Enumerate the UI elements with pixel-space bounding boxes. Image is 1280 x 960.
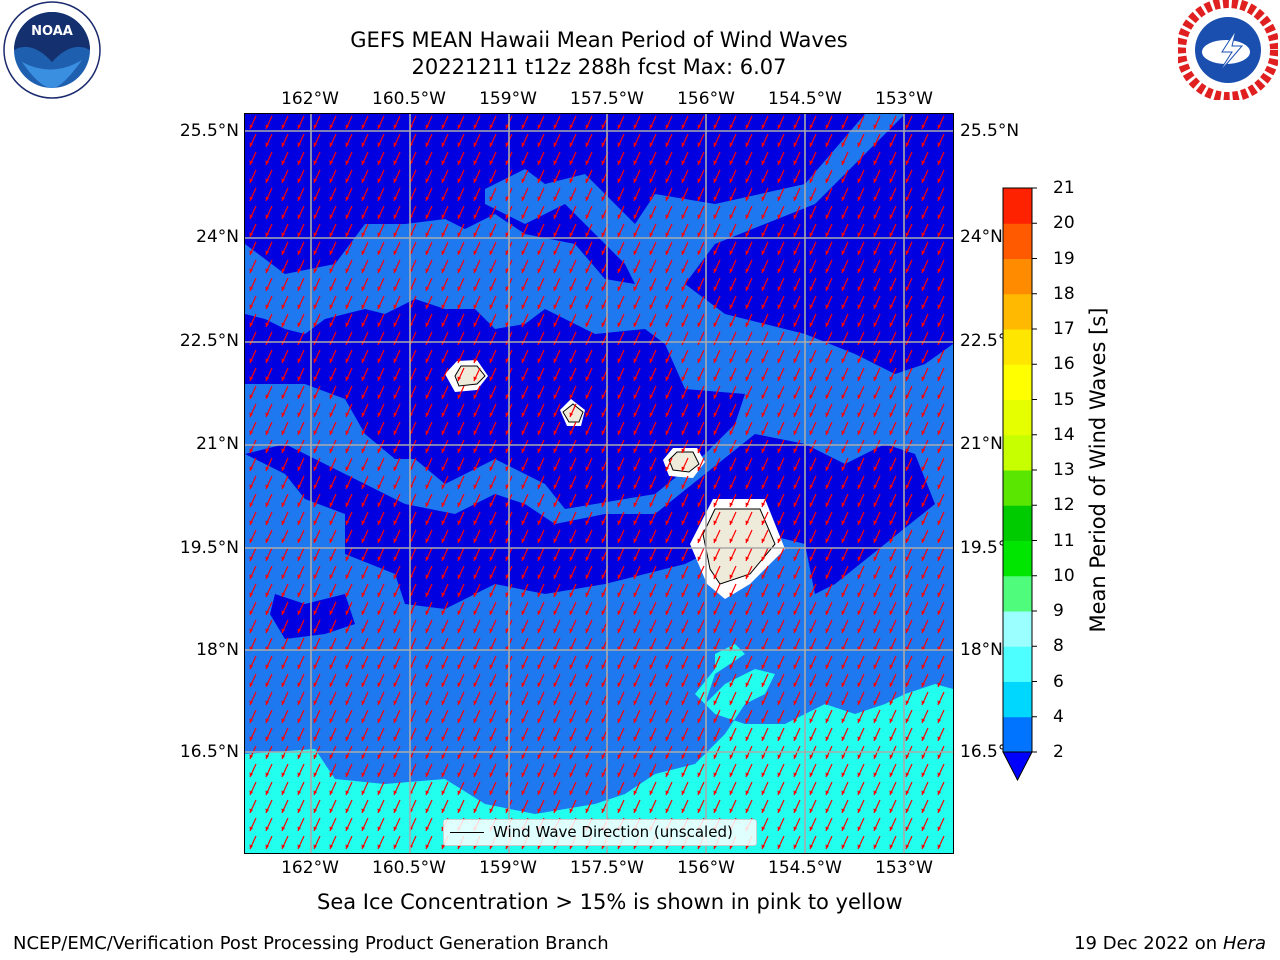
colorbar-tick-label: 18: [1053, 283, 1075, 304]
lon-label-bottom-1: 162°W: [281, 858, 339, 878]
noaa-logo: NOAA: [3, 1, 101, 99]
colorbar-title: Mean Period of Wind Waves [s]: [1086, 307, 1110, 633]
colorbar-tick-label: 13: [1053, 460, 1075, 480]
footer-date-text: 19 Dec 2022 on: [1074, 933, 1218, 954]
lon-label-bottom-3: 159°W: [479, 858, 537, 878]
lat-label-left-7: 16.5°N: [179, 742, 239, 762]
colorbar-segment: [1003, 258, 1032, 295]
colorbar-tick-label: 15: [1053, 389, 1075, 410]
colorbar-tick-label: 8: [1053, 636, 1064, 657]
lat-label-left-4: 21°N: [196, 434, 239, 454]
map-canvas: [245, 114, 953, 853]
lon-label-top-3: 159°W: [479, 89, 537, 109]
lat-label-right-2: 24°N: [960, 227, 1003, 247]
colorbar-segment: [1003, 188, 1032, 224]
colorbar-tick-label: 2: [1053, 742, 1064, 762]
colorbar-segment: [1003, 575, 1032, 612]
colorbar-segment: [1003, 329, 1032, 365]
colorbar-tick-label: 17: [1053, 319, 1075, 339]
colorbar-segment: [1003, 646, 1032, 682]
noaa-logo-text: NOAA: [31, 24, 73, 39]
chart-subtitle: 20221211 t12z 288h fcst Max: 6.07: [411, 55, 787, 79]
lat-label-right-6: 18°N: [960, 640, 1003, 660]
lat-label-left-3: 22.5°N: [179, 331, 239, 351]
colorbar-tick-label: 21: [1053, 178, 1075, 198]
colorbar-segment: [1003, 540, 1032, 577]
colorbar-tick-label: 19: [1053, 248, 1075, 269]
colorbar-tick-label: 12: [1053, 495, 1075, 516]
colorbar-tick-label: 6: [1053, 671, 1064, 692]
map-legend: Wind Wave Direction (unscaled): [443, 819, 757, 846]
lon-label-bottom-6: 154.5°W: [768, 858, 842, 878]
legend-line-sample: [450, 832, 484, 833]
colorbar-ticks: [1032, 187, 1037, 753]
colorbar-segment: [1003, 223, 1032, 259]
colorbar-segment: [1003, 399, 1032, 436]
colorbar-tick-label: 9: [1053, 601, 1064, 621]
lon-label-top-6: 154.5°W: [768, 89, 842, 109]
lon-label-top-4: 157.5°W: [570, 89, 644, 109]
colorbar-segment: [1003, 470, 1032, 506]
footer-date: 19 Dec 2022 on Hera: [1074, 933, 1266, 954]
lon-label-bottom-4: 157.5°W: [570, 858, 644, 878]
colorbar-tick-label: 4: [1053, 706, 1064, 727]
colorbar-segments: [1003, 188, 1032, 753]
lon-label-top-1: 162°W: [281, 89, 339, 109]
colorbar-segment: [1003, 434, 1032, 471]
colorbar-tick-label: 10: [1053, 565, 1075, 586]
lat-label-left-5: 19.5°N: [179, 538, 239, 558]
legend-label: Wind Wave Direction (unscaled): [493, 823, 733, 841]
lat-label-right-1: 25.5°N: [960, 121, 1020, 141]
lon-label-top-2: 160.5°W: [372, 89, 446, 109]
colorbar-tick-label: 11: [1053, 530, 1075, 551]
colorbar-segment: [1003, 716, 1032, 753]
lat-label-right-4: 21°N: [960, 434, 1003, 454]
colorbar-tick-label: 14: [1053, 424, 1075, 445]
colorbar: [1002, 187, 1037, 782]
colorbar-tick-label: 20: [1053, 213, 1075, 234]
lon-label-top-5: 156°W: [677, 89, 735, 109]
lon-label-top-7: 153°W: [875, 89, 933, 109]
map-area: [245, 114, 953, 853]
colorbar-segment: [1003, 611, 1032, 647]
colorbar-segment: [1003, 364, 1032, 400]
sea-ice-note: Sea Ice Concentration > 15% is shown in …: [317, 890, 903, 914]
nws-logo: [1178, 0, 1278, 100]
colorbar-under-triangle: [1002, 751, 1033, 782]
colorbar-segment: [1003, 681, 1032, 718]
footer-host: Hera: [1222, 933, 1266, 954]
colorbar-segment: [1003, 293, 1032, 330]
colorbar-tick-label: 16: [1053, 354, 1075, 375]
footer-branch: NCEP/EMC/Verification Post Processing Pr…: [13, 933, 609, 954]
lat-label-left-6: 18°N: [196, 640, 239, 660]
colorbar-segment: [1003, 505, 1032, 541]
map-grid: [245, 114, 953, 853]
lon-label-bottom-7: 153°W: [875, 858, 933, 878]
lon-label-bottom-2: 160.5°W: [372, 858, 446, 878]
wind-wave-direction-arrows: [245, 114, 953, 853]
lat-label-left-2: 24°N: [196, 227, 239, 247]
lat-label-left-1: 25.5°N: [179, 121, 239, 141]
lon-label-bottom-5: 156°W: [677, 858, 735, 878]
chart-title: GEFS MEAN Hawaii Mean Period of Wind Wav…: [350, 28, 848, 52]
